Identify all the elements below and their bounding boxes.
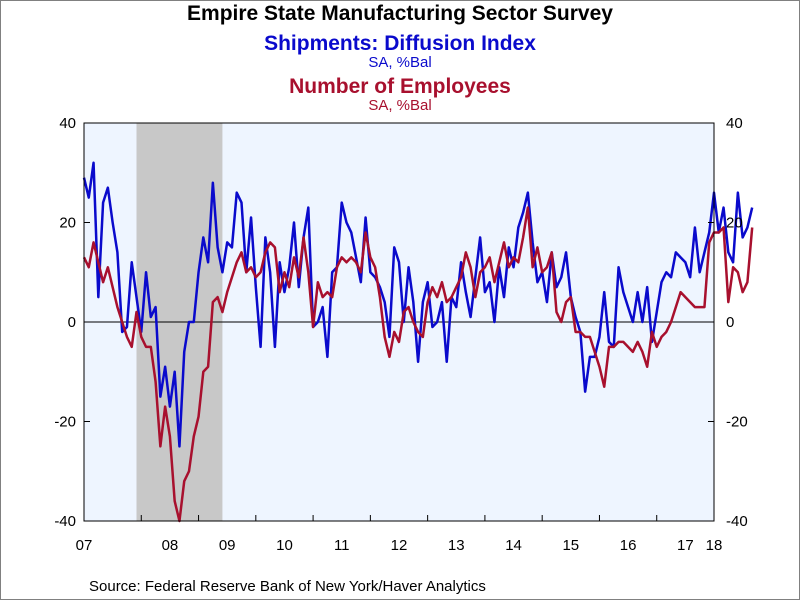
y-tick-label-left-4: -40	[54, 513, 76, 530]
y-tick-label-right-1: 20	[726, 215, 743, 232]
x-tick-label-2: 09	[219, 537, 236, 554]
series-units-employees: SA, %Bal	[368, 97, 432, 114]
x-tick-label-1: 08	[162, 537, 179, 554]
y-tick-label-left-0: 40	[59, 115, 76, 132]
x-tick-label-9: 16	[620, 537, 637, 554]
y-tick-label-left-3: -20	[54, 414, 76, 431]
x-tick-label-4: 11	[334, 537, 350, 554]
series-line-0	[82, 161, 754, 448]
series-title-shipments: Shipments: Diffusion Index	[264, 32, 536, 55]
y-tick-label-right-2: 0	[726, 314, 734, 331]
x-tick-label-8: 15	[562, 537, 579, 554]
y-tick-label-left-2: 0	[68, 314, 76, 331]
x-tick-label-3: 10	[276, 537, 293, 554]
y-tick-label-right-4: -40	[726, 513, 748, 530]
y-tick-label-left-1: 20	[59, 215, 76, 232]
x-tick-label-6: 13	[448, 537, 465, 554]
x-tick-label-10: 17	[677, 537, 694, 554]
y-tick-label-right-3: -20	[726, 414, 748, 431]
source-note: Source: Federal Reserve Bank of New York…	[89, 578, 486, 595]
x-tick-label-7: 14	[505, 537, 522, 554]
series-units-shipments: SA, %Bal	[368, 54, 432, 71]
y-tick-label-right-0: 40	[726, 115, 743, 132]
x-tick-label-5: 12	[391, 537, 408, 554]
x-tick-label-11: 18	[706, 537, 723, 554]
series-title-employees: Number of Employees	[289, 75, 511, 98]
series-line-1	[82, 206, 754, 523]
chart-title: Empire State Manufacturing Sector Survey	[187, 2, 613, 25]
x-tick-label-0: 07	[76, 537, 93, 554]
